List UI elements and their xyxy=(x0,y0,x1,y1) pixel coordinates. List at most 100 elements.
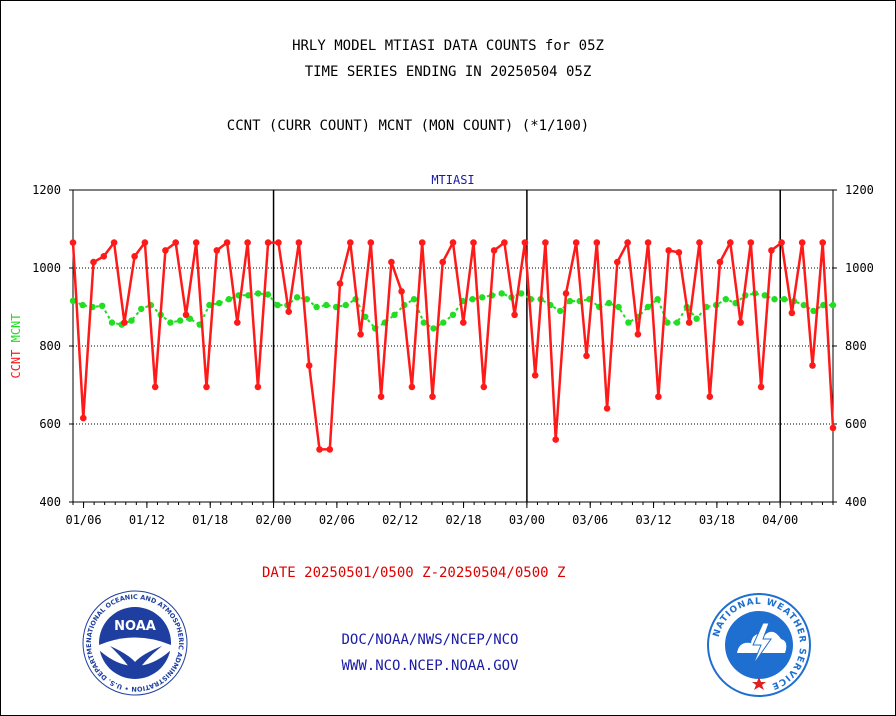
ccnt-point xyxy=(80,414,87,422)
ccnt-point xyxy=(798,239,806,246)
ccnt-point xyxy=(131,252,138,260)
x-tick-label: 01/12 xyxy=(129,513,165,527)
mcnt-point xyxy=(323,301,330,309)
chart-title-line3: CCNT (CURR COUNT) MCNT (MON COUNT) (*1/1… xyxy=(226,118,590,134)
website-link[interactable]: WWW.NCO.NCEP.NOAA.GOV xyxy=(341,658,519,674)
mcnt-point xyxy=(99,302,106,309)
mcnt-point xyxy=(79,301,86,309)
x-tick-label: 02/00 xyxy=(255,513,291,527)
ccnt-point xyxy=(439,258,447,266)
ccnt-point xyxy=(603,405,611,412)
time-series-chart: 400 400 600 600 800 800 1000 1000 1200 1200 01/06 0… xyxy=(9,173,874,527)
ccnt-point xyxy=(747,239,755,246)
ccnt-point xyxy=(449,239,457,246)
y-tick-label-left: 1000 xyxy=(32,261,61,275)
mcnt-point xyxy=(138,305,145,313)
mcnt-point xyxy=(605,299,613,307)
ccnt-point xyxy=(203,383,210,391)
ccnt-point xyxy=(121,319,128,326)
org-path-label: DOC/NOAA/NWS/NCEP/NCO xyxy=(341,632,519,648)
mcnt-point xyxy=(479,294,486,301)
ccnt-point xyxy=(398,288,405,295)
ccnt-point xyxy=(316,446,323,453)
y-tick-label-right: 600 xyxy=(845,417,867,431)
mcnt-point xyxy=(693,315,700,322)
chart-title-line2: TIME SERIES ENDING IN 20250504 05Z xyxy=(304,64,592,80)
y-tick-label-right: 800 xyxy=(845,339,867,353)
ccnt-point xyxy=(408,383,416,391)
ccnt-point xyxy=(542,239,549,246)
mcnt-point xyxy=(654,296,661,303)
mcnt-point xyxy=(313,303,320,311)
mcnt-point xyxy=(216,299,223,307)
x-tick-label: 02/12 xyxy=(382,513,418,527)
mcnt-point xyxy=(430,325,437,332)
mcnt-point xyxy=(829,301,837,309)
ccnt-point xyxy=(706,393,714,401)
x-tick-label: 03/00 xyxy=(509,513,545,527)
ccnt-point xyxy=(336,280,344,287)
ccnt-point xyxy=(614,258,621,266)
ccnt-point xyxy=(254,383,262,391)
ccnt-point xyxy=(460,319,467,326)
mcnt-point xyxy=(664,319,671,326)
mcnt-point xyxy=(264,291,272,298)
ccnt-point xyxy=(624,239,631,246)
ccnt-point xyxy=(768,247,775,254)
noaa-logo-icon: NATIONAL OCEANIC AND ATMOSPHERIC ADMINIS… xyxy=(82,590,188,696)
x-tick-label: 03/18 xyxy=(699,513,735,527)
ccnt-point xyxy=(501,239,508,246)
ccnt-point xyxy=(244,239,251,246)
ccnt-point xyxy=(100,252,108,260)
mcnt-point xyxy=(449,311,457,318)
ccnt-point xyxy=(788,309,796,317)
ccnt-point xyxy=(377,393,385,401)
mcnt-point xyxy=(771,296,778,303)
x-tick-label: 02/18 xyxy=(445,513,481,527)
ccnt-point xyxy=(490,247,498,254)
x-tick-label: 03/12 xyxy=(635,513,671,527)
ccnt-point xyxy=(295,239,303,246)
mcnt-point xyxy=(225,296,233,303)
ccnt-point xyxy=(583,352,590,360)
mcnt-point xyxy=(498,290,505,297)
ccnt-point xyxy=(737,319,744,326)
mcnt-point xyxy=(206,301,213,309)
ccnt-point xyxy=(511,311,518,319)
mcnt-point xyxy=(566,297,574,305)
plot-title: MTIASI xyxy=(431,173,474,187)
mcnt-point xyxy=(167,319,174,326)
ccnt-point xyxy=(182,311,190,319)
ccnt-point xyxy=(696,239,703,246)
mcnt-point xyxy=(69,297,77,304)
ccnt-point xyxy=(151,383,159,391)
mcnt-point xyxy=(644,303,652,311)
y-tick-label-left: 400 xyxy=(39,495,61,509)
ccnt-point xyxy=(213,247,221,254)
mcnt-point xyxy=(722,296,729,303)
mcnt-point xyxy=(128,317,135,324)
y-axis-label: CCNT MCNT xyxy=(9,313,23,378)
noaa-logo-text: NOAA xyxy=(114,619,156,634)
x-tick-label: 03/06 xyxy=(572,513,608,527)
x-tick-label: 01/18 xyxy=(192,513,228,527)
ccnt-point xyxy=(829,424,837,432)
ccnt-point xyxy=(388,258,395,266)
y-tick-label-right: 1200 xyxy=(845,183,874,197)
mcnt-point xyxy=(410,296,418,303)
mcnt-point xyxy=(557,307,564,315)
mcnt-point xyxy=(469,296,476,303)
mcnt-point xyxy=(391,311,398,318)
ccnt-point xyxy=(819,239,826,246)
mcnt-point xyxy=(810,307,817,315)
y-tick-label-right: 400 xyxy=(845,495,867,509)
mcnt-point xyxy=(254,290,262,297)
ccnt-point xyxy=(521,239,529,246)
ccnt-point xyxy=(562,290,570,297)
ccnt-point xyxy=(552,436,559,443)
y-tick-label-left: 800 xyxy=(39,339,61,353)
ccnt-point xyxy=(675,249,683,256)
mcnt-point xyxy=(625,319,632,326)
mcnt-point xyxy=(274,301,281,309)
ccnt-point xyxy=(347,239,354,246)
